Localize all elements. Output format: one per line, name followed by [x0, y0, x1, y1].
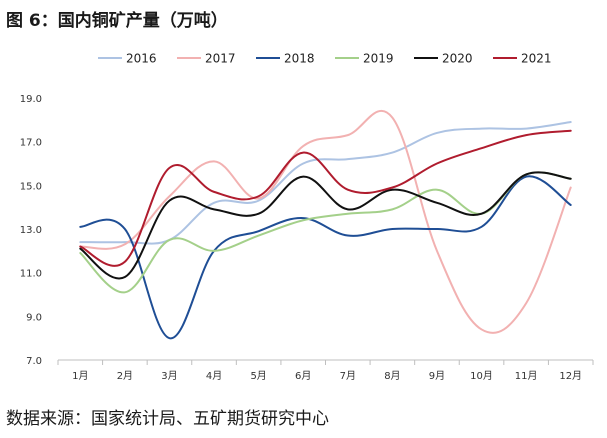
x-tick-label: 12月 — [559, 370, 582, 382]
source-note: 数据来源：国家统计局、五矿期货研究中心 — [6, 409, 329, 429]
y-tick-label: 17.0 — [20, 138, 42, 149]
series-line-2017 — [79, 109, 572, 334]
x-tick-label: 5月 — [250, 370, 266, 382]
y-tick-label: 11.0 — [20, 269, 42, 280]
x-tick-label: 2月 — [117, 370, 133, 382]
legend-label-2021: 2021 — [521, 52, 552, 66]
y-tick-label: 15.0 — [20, 181, 42, 192]
y-tick-label: 9.0 — [26, 312, 42, 323]
legend-label-2020: 2020 — [442, 52, 473, 66]
series-layer — [79, 109, 572, 340]
legend-label-2018: 2018 — [284, 52, 315, 66]
series-line-2021 — [79, 129, 572, 267]
y-tick-label: 7.0 — [26, 356, 42, 367]
figure-title: 图 6：国内铜矿产量（万吨） — [6, 11, 228, 31]
y-tick-label: 19.0 — [20, 94, 42, 105]
x-tick-label: 11月 — [515, 370, 538, 382]
x-tick-label: 1月 — [72, 370, 88, 382]
axes: 1月 2月 3月 4月 5月 6月 7月 8月 9月 10月 11月 12月 7.0 9.0 11.0 13.… — [20, 94, 594, 382]
legend-label-2017: 2017 — [205, 52, 236, 66]
x-tick-label: 7月 — [340, 370, 356, 382]
legend-label-2019: 2019 — [363, 52, 394, 66]
x-tick-label: 10月 — [470, 370, 493, 382]
x-tick-label: 8月 — [384, 370, 400, 382]
line-chart: 2016 2017 2018 2019 2020 2021 1月 2月 3月 4月 5月 6月 7月 8… — [0, 36, 607, 396]
legend-label-2016: 2016 — [126, 52, 157, 66]
x-tick-label: 9月 — [429, 370, 445, 382]
x-tick-label: 4月 — [206, 370, 222, 382]
y-tick-label: 13.0 — [20, 225, 42, 236]
legend: 2016 2017 2018 2019 2020 2021 — [98, 52, 552, 66]
chart-svg: 2016 2017 2018 2019 2020 2021 1月 2月 3月 4月 5月 6月 7月 8… — [20, 52, 594, 382]
x-tick-label: 6月 — [295, 370, 311, 382]
x-tick-label: 3月 — [161, 370, 177, 382]
series-line-2020 — [79, 171, 572, 280]
